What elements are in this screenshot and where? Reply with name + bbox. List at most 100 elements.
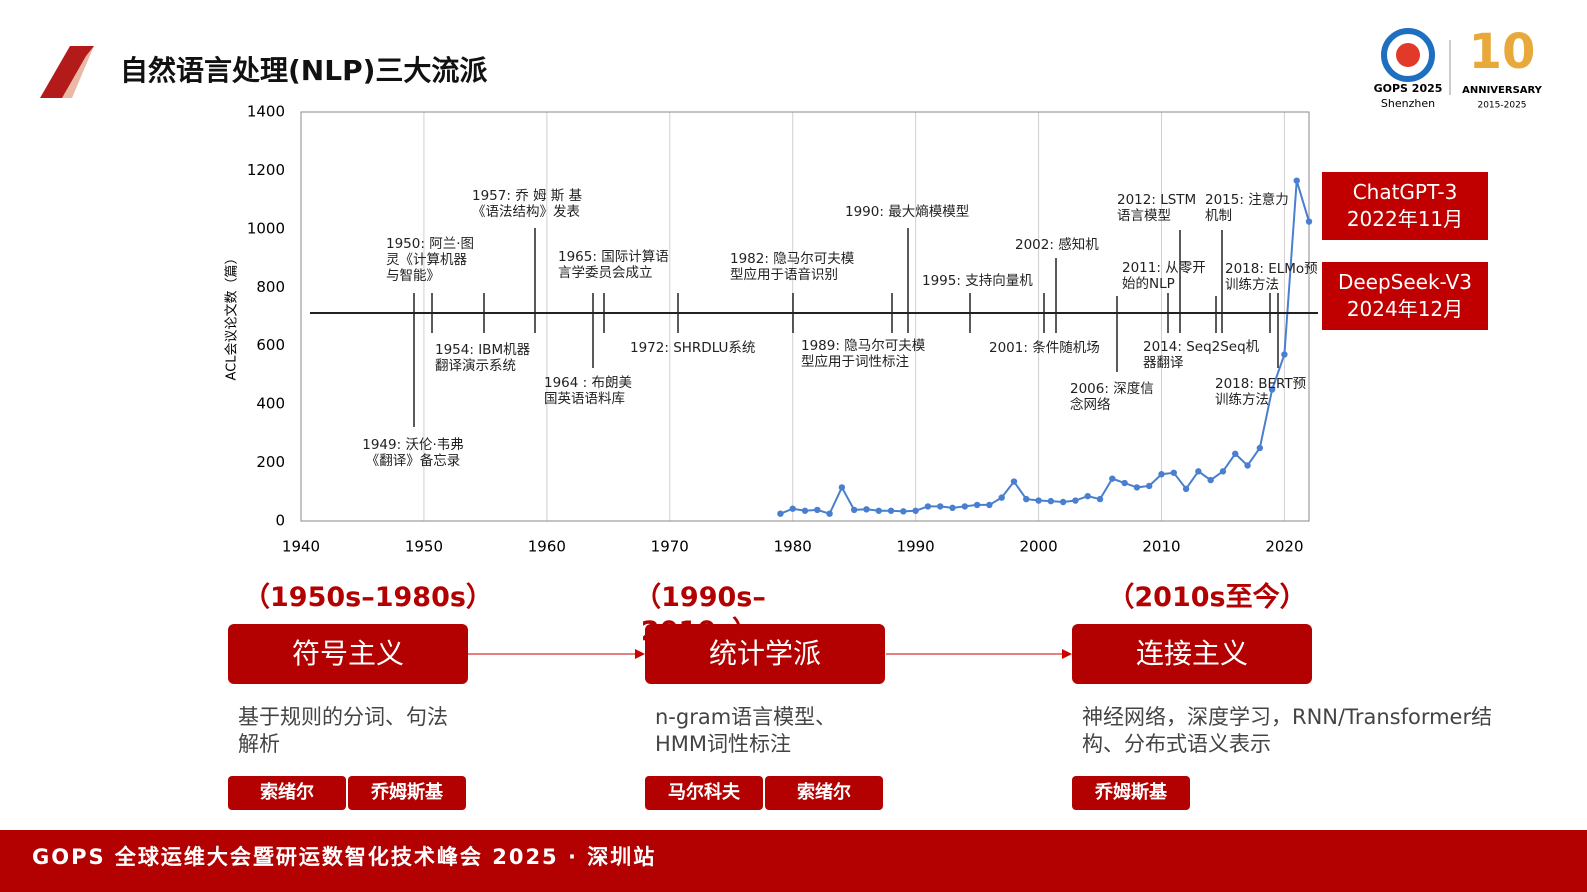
- data-point: [973, 501, 981, 509]
- data-point: [1207, 476, 1214, 484]
- event-label: 训练方法: [1215, 392, 1269, 408]
- school-desc: n-gram语言模型、HMM词性标注: [655, 705, 837, 756]
- data-point: [1010, 478, 1018, 485]
- footer-text: GOPS 全球运维大会暨研运数智化技术峰会 2025 · 深圳站: [32, 845, 656, 869]
- person-tag: 马尔科夫: [645, 776, 763, 810]
- person-tag: 乔姆斯基: [348, 776, 466, 810]
- data-point: [986, 501, 993, 509]
- y-tick-label: 0: [275, 512, 285, 530]
- logo-badge: 10: [1469, 24, 1536, 80]
- data-point: [1096, 495, 1104, 503]
- data-point: [789, 505, 796, 512]
- x-tick-label: 1970: [651, 538, 689, 556]
- event-label: 1964 : 布朗美: [544, 375, 632, 391]
- event-label: 型应用于词性标注: [801, 353, 909, 370]
- x-tick-label: 1960: [528, 538, 566, 556]
- event-label: 国英语语料库: [544, 390, 625, 407]
- data-point: [924, 503, 932, 510]
- event-label: 言学委员会成立: [558, 265, 653, 281]
- data-point: [1047, 497, 1055, 505]
- x-tick-label: 2020: [1265, 538, 1303, 556]
- data-point: [1219, 468, 1227, 475]
- x-tick-label: 1940: [282, 538, 320, 556]
- title-accent: [62, 46, 94, 98]
- period: （1950s–1980s）: [243, 582, 493, 613]
- event-label: 念网络: [1070, 396, 1111, 413]
- event-label: 灵《计算机器: [386, 252, 467, 268]
- event-label: 1972: SHRDLU系统: [630, 340, 755, 356]
- footer-band: [0, 830, 1587, 892]
- x-tick-label: 2010: [1142, 538, 1180, 556]
- event-label: 《语法结构》发表: [472, 204, 580, 220]
- x-tick-label: 1990: [897, 538, 935, 556]
- data-point: [912, 507, 919, 514]
- data-point: [826, 510, 833, 517]
- event-label: 2015: 注意力: [1205, 191, 1289, 208]
- slide-title: 自然语言处理(NLP)三大流派: [120, 54, 487, 87]
- callout-line: DeepSeek-V3: [1337, 270, 1473, 294]
- data-point: [1281, 351, 1288, 358]
- event-label: 型应用于语音识别: [730, 266, 838, 283]
- logo-mark: [1381, 28, 1435, 82]
- y-axis-label: ACL会议论文数（篇）: [225, 252, 240, 381]
- data-point: [1256, 444, 1264, 452]
- data-point: [1232, 450, 1239, 458]
- data-point: [887, 507, 895, 514]
- data-point: [875, 507, 882, 514]
- data-point: [801, 507, 809, 514]
- title-accent: [40, 46, 94, 98]
- data-point: [777, 510, 784, 517]
- plot-frame: [300, 111, 1310, 522]
- event-label: 1954: IBM机器: [435, 342, 531, 358]
- person-tag: 索绪尔: [228, 776, 346, 810]
- logo-mark: [1396, 43, 1420, 67]
- school-desc: 基于规则的分词、句法解析: [238, 705, 448, 756]
- event-label: 2011: 从零开: [1122, 260, 1206, 276]
- data-point: [1072, 497, 1079, 504]
- event-label: 训练方法: [1225, 277, 1279, 293]
- logo-city: Shenzhen: [1381, 97, 1435, 110]
- y-tick-label: 800: [256, 278, 285, 296]
- callout-line: 2024年12月: [1346, 297, 1464, 321]
- data-point: [1170, 469, 1177, 476]
- logo-anniversary: ANNIVERSARY: [1462, 85, 1543, 96]
- school-name: 连接主义: [1072, 624, 1312, 684]
- school-desc: 神经网络，深度学习，RNN/Transformer结构、分布式语义表示: [1082, 705, 1493, 756]
- data-point: [1109, 475, 1116, 482]
- school-name: 符号主义: [228, 624, 468, 684]
- person-tag: 乔姆斯基: [1072, 776, 1190, 810]
- data-point: [1145, 482, 1153, 490]
- x-tick-label: 1980: [774, 538, 812, 556]
- event-label: 1965: 国际计算语: [558, 249, 669, 265]
- person-tag: 索绪尔: [765, 776, 883, 810]
- callout-line: ChatGPT-3: [1352, 180, 1458, 204]
- data-point: [1084, 492, 1091, 500]
- event-label: 翻译演示系统: [435, 358, 516, 374]
- y-tick-label: 600: [256, 336, 285, 354]
- logo-event: GOPS 2025: [1374, 82, 1443, 95]
- event-label: 2002: 感知机: [1015, 236, 1099, 253]
- data-point: [1133, 484, 1141, 491]
- data-point: [1305, 218, 1313, 225]
- event-label: 1957: 乔 姆 斯 基: [472, 187, 583, 204]
- event-label: 与智能》: [386, 268, 440, 284]
- y-tick-label: 400: [256, 395, 285, 413]
- y-tick-label: 200: [256, 453, 285, 471]
- callout: ChatGPT-3 2022年11月: [1322, 172, 1488, 240]
- event-label: 1995: 支持向量机: [922, 273, 1033, 289]
- data-point: [814, 506, 821, 514]
- event-label: 2006: 深度信: [1070, 381, 1154, 397]
- data-point: [850, 506, 858, 514]
- data-point: [937, 503, 944, 510]
- logo-years: 2015-2025: [1477, 101, 1526, 111]
- data-point: [1244, 462, 1251, 469]
- y-tick-label: 1200: [247, 161, 285, 179]
- data-point: [1268, 386, 1276, 393]
- data-point: [998, 494, 1005, 501]
- event-label: 1982: 隐马尔可夫模: [730, 251, 855, 267]
- y-tick-label: 1400: [247, 103, 285, 121]
- event-label: 2018: ELMo预: [1225, 261, 1318, 277]
- data-point: [838, 484, 846, 491]
- data-point: [900, 508, 907, 515]
